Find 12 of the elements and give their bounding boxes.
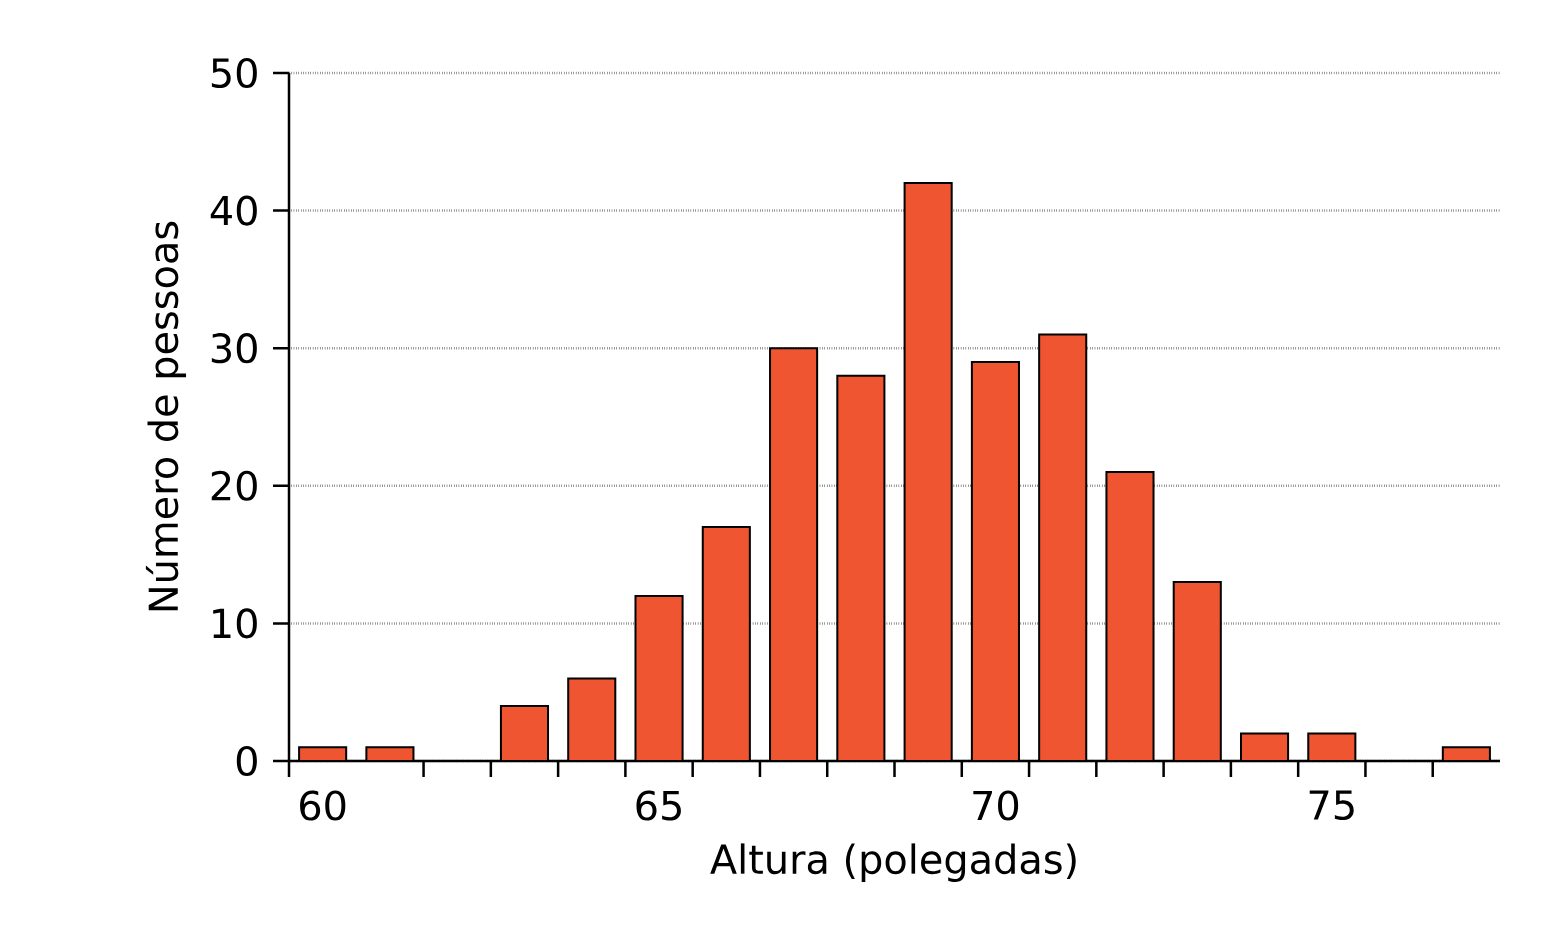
x-axis-title: Altura (polegadas) (710, 843, 1076, 882)
y-tick-label: 30 (211, 333, 257, 364)
y-tick-label: 40 (210, 195, 257, 226)
y-tick-label: 10 (213, 608, 257, 639)
y-tick-label: 20 (211, 470, 257, 501)
y-axis-title: Número de pessoas (145, 221, 187, 611)
x-tick-label: 60 (300, 790, 346, 821)
x-tick-label: 70 (973, 790, 1019, 821)
x-tick-label: 65 (636, 790, 681, 821)
y-tick-label: 0 (236, 745, 257, 777)
y-tick-label: 50 (211, 57, 257, 89)
x-tick-label: 75 (1309, 790, 1354, 821)
